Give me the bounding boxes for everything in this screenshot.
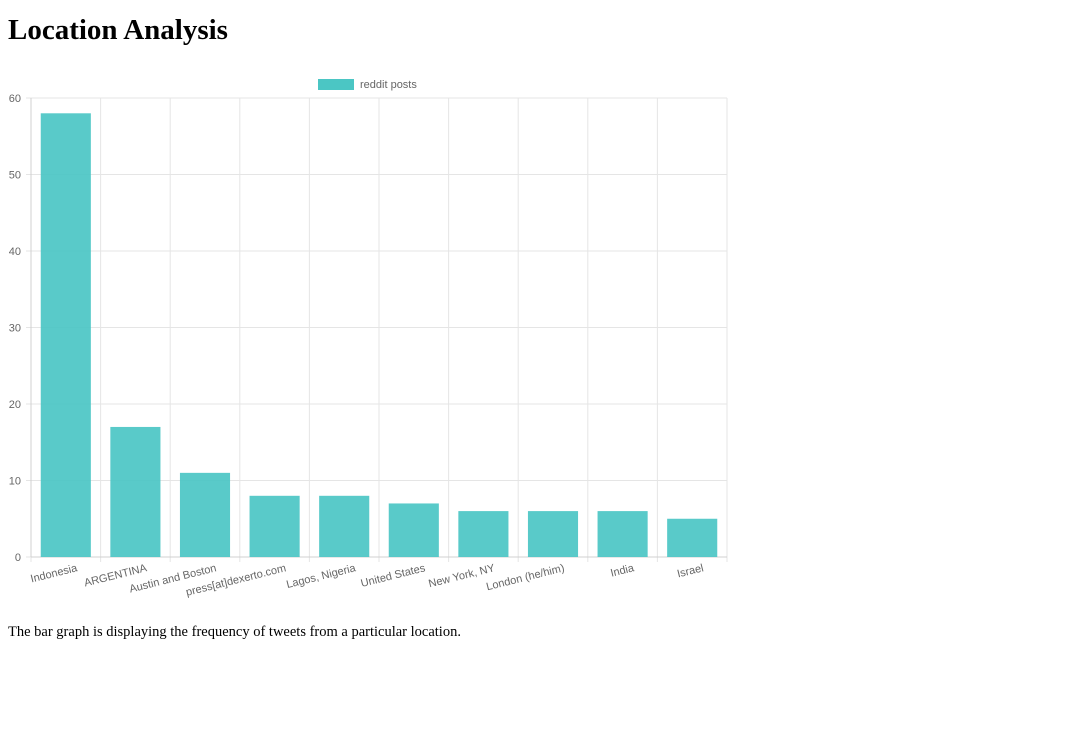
- legend-swatch: [318, 79, 354, 90]
- bar-united-states[interactable]: [388, 503, 439, 557]
- bar-indonesia[interactable]: [40, 113, 91, 558]
- bar-austin-and-boston[interactable]: [179, 472, 231, 557]
- bar-argentina[interactable]: [110, 426, 161, 557]
- x-tick-label: Israel: [676, 562, 705, 580]
- chart-bars: [40, 113, 718, 558]
- chart-canvas: reddit posts 0 10 20 30 40 50 60 Indonesia ARGE…: [9, 79, 728, 599]
- x-tick-label: London (he/him): [485, 562, 566, 593]
- bar-india[interactable]: [597, 511, 648, 557]
- page-title: Location Analysis: [8, 14, 228, 46]
- y-tick-label: 60: [9, 93, 21, 105]
- y-tick-label: 30: [9, 323, 21, 335]
- y-tick-label: 0: [15, 552, 21, 564]
- x-tick-label: Indonesia: [29, 562, 79, 585]
- y-tick-label: 10: [9, 476, 21, 488]
- bar-lagos-nigeria[interactable]: [319, 495, 370, 557]
- y-axis-ticks: 0 10 20 30 40 50 60: [9, 93, 21, 564]
- y-tick-label: 20: [9, 399, 21, 411]
- bar-london-he-him[interactable]: [527, 511, 579, 557]
- bar-israel[interactable]: [667, 518, 718, 557]
- y-tick-label: 40: [9, 246, 21, 258]
- x-tick-label: India: [609, 562, 636, 580]
- bar-new-york-ny[interactable]: [458, 511, 509, 557]
- bar-press-at-dexerto-com[interactable]: [249, 495, 300, 557]
- legend-label: reddit posts: [360, 79, 417, 91]
- bar-chart: reddit posts 0 10 20 30 40 50 60 Indonesia ARGE…: [0, 70, 740, 610]
- x-tick-label: United States: [360, 562, 427, 590]
- chart-grid: [26, 97, 728, 562]
- y-tick-label: 50: [9, 170, 21, 182]
- chart-legend[interactable]: reddit posts: [318, 79, 417, 91]
- x-tick-label: Lagos, Nigeria: [285, 562, 358, 591]
- chart-caption: The bar graph is displaying the frequenc…: [8, 624, 461, 640]
